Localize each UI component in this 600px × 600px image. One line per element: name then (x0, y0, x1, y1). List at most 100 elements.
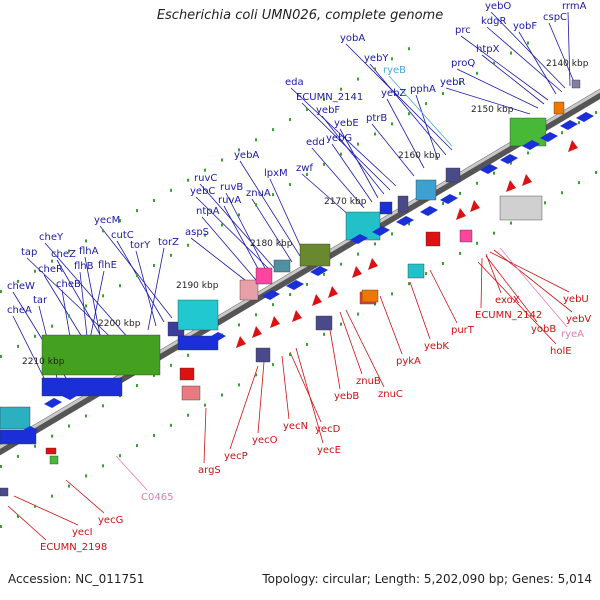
rna-gene-label: C0465 (141, 492, 173, 503)
track-dot (306, 172, 308, 176)
leader-line (13, 495, 79, 526)
track-dot (340, 262, 342, 266)
forward-gene-label: ntpA (196, 206, 220, 217)
track-dot (476, 71, 478, 75)
track-dot (85, 414, 87, 418)
leader-line (115, 455, 148, 491)
leader-line (295, 347, 324, 444)
forward-gene-label: cutC (111, 230, 134, 241)
track-dot (136, 444, 138, 448)
trna-gene-label: ryeB (383, 65, 406, 76)
reverse-gene-label: yebV (566, 314, 591, 325)
track-dot (136, 209, 138, 213)
track-dot (459, 191, 461, 195)
forward-gene-label: prc (455, 25, 471, 36)
leader-line (44, 242, 131, 341)
kbp-tick-label: 2210 kbp (22, 357, 65, 367)
gene-block (361, 289, 379, 303)
track-dot (170, 423, 172, 427)
track-dot (119, 284, 121, 288)
forward-gene-arrow (440, 194, 458, 204)
leader-line (225, 192, 269, 275)
track-dot (17, 454, 19, 458)
leader-line (239, 160, 301, 257)
track-dot (51, 259, 53, 263)
track-dot (51, 434, 53, 438)
reverse-gene-arrow (352, 266, 362, 278)
track-dot (238, 383, 240, 387)
forward-gene-label: lpxM (264, 168, 288, 179)
track-dot (323, 97, 325, 101)
leader-line (289, 351, 322, 423)
reverse-gene-arrow (312, 294, 322, 306)
gene-block (255, 347, 271, 363)
leader-line (379, 295, 403, 355)
reverse-gene-label: yecI (72, 527, 93, 538)
track-dot (527, 151, 529, 155)
leader-line (251, 198, 293, 263)
track-dot (0, 525, 2, 528)
track-dot (595, 170, 597, 174)
forward-gene-label: yebA (234, 150, 259, 161)
forward-gene-label: ptrB (366, 113, 387, 124)
track-dot (510, 221, 512, 225)
kbp-tick-label: 2170 kbp (324, 197, 367, 207)
leader-line (331, 143, 373, 203)
leader-line (190, 237, 251, 285)
genome-title: Escherichia coli UMN026, complete genome (156, 8, 444, 23)
leader-line (290, 87, 397, 187)
track-dot (187, 178, 189, 182)
leader-line (301, 173, 351, 217)
forward-gene-arrow (262, 290, 280, 300)
leader-line (201, 216, 257, 281)
leader-line (486, 26, 563, 93)
leader-line (567, 11, 571, 87)
reverse-gene-arrow (236, 336, 246, 348)
forward-gene-label: tap (21, 247, 37, 258)
track-dot (238, 213, 240, 217)
forward-gene-label: torZ (158, 237, 179, 248)
leader-line (321, 115, 385, 195)
kbp-tick-label: 2160 kbp (398, 151, 441, 161)
track-dot (306, 282, 308, 286)
track-dot (136, 384, 138, 388)
reverse-gene-arrow (270, 316, 280, 328)
forward-gene-arrow (20, 426, 38, 436)
track-dot (68, 314, 70, 318)
forward-gene-label: flhB (74, 261, 94, 272)
gene-block (499, 195, 543, 221)
forward-gene-arrow (44, 398, 62, 408)
track-dot (34, 334, 36, 338)
gene-block (553, 101, 565, 115)
leader-line (147, 247, 165, 331)
track-dot (527, 41, 529, 45)
forward-gene-arrow (372, 226, 390, 236)
forward-gene-label: yecM (94, 215, 120, 226)
forward-gene-label: kdgR (481, 16, 506, 27)
leader-line (369, 63, 447, 156)
forward-gene-arrow (576, 112, 594, 122)
leader-line (345, 43, 453, 151)
track-dot (289, 183, 291, 187)
track-dot (561, 131, 563, 135)
track-dot (323, 272, 325, 276)
gene-block (415, 179, 437, 201)
track-dot (459, 251, 461, 255)
leader-line (460, 35, 549, 101)
track-dot (425, 272, 427, 276)
track-dot (17, 279, 19, 283)
track-dot (272, 363, 274, 367)
reverse-gene-label: holE (550, 346, 572, 357)
forward-gene-label: cheR (38, 264, 63, 275)
forward-gene-label: yebE (334, 118, 359, 129)
track-dot (255, 313, 257, 317)
reverse-gene-label: argS (198, 465, 221, 476)
track-dot (391, 232, 393, 236)
track-dot (476, 241, 478, 245)
track-dot (204, 233, 206, 237)
leader-line (116, 240, 165, 323)
reverse-gene-arrow (506, 180, 516, 192)
leader-line (415, 94, 439, 161)
forward-gene-label: yobA (340, 33, 365, 44)
